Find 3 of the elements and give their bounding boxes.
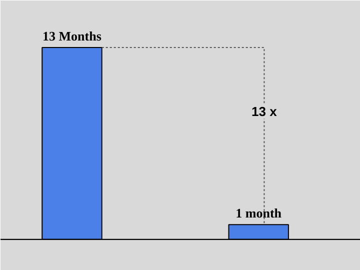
data-label: 13 Months [42,28,102,44]
annotation: 13 x [252,104,278,119]
data-label: 1 month [236,206,282,221]
